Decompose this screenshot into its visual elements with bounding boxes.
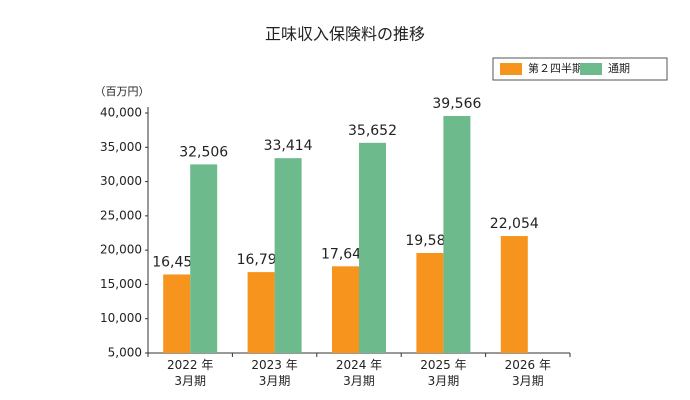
value-label: 19,584 xyxy=(405,233,454,249)
bar xyxy=(163,274,191,353)
x-tick-label: 2022 年 3月期 xyxy=(167,358,213,388)
bar xyxy=(332,266,359,353)
y-tick-label: 10,000 xyxy=(100,311,142,325)
x-tick-label: 2026 年 3月期 xyxy=(505,358,551,388)
x-tick-label: 2024 年 3月期 xyxy=(336,358,382,388)
y-tick-label: 30,000 xyxy=(100,174,142,188)
y-tick-label: 15,000 xyxy=(100,277,142,291)
y-tick-label: 35,000 xyxy=(100,140,142,154)
x-tick-label: 2023 年 3月期 xyxy=(251,358,297,388)
y-axis-label: （百万円） xyxy=(95,85,150,98)
bar xyxy=(416,252,444,353)
y-tick-label: 20,000 xyxy=(100,243,142,257)
bar xyxy=(443,115,471,353)
legend-swatch xyxy=(580,63,602,75)
value-label: 35,652 xyxy=(348,123,397,139)
value-label: 16,454 xyxy=(152,254,201,270)
legend-label: 通期 xyxy=(608,62,630,75)
value-label: 22,054 xyxy=(490,216,539,232)
value-label: 39,566 xyxy=(432,96,481,112)
bar xyxy=(247,272,275,353)
x-tick-label: 2025 年 3月期 xyxy=(420,358,466,388)
value-label: 32,506 xyxy=(179,144,228,160)
bar xyxy=(274,158,302,353)
bar xyxy=(190,164,218,353)
value-label: 17,645 xyxy=(321,246,370,262)
legend-label: 第２四半期 xyxy=(528,61,583,75)
value-label: 16,797 xyxy=(237,252,286,268)
chart-title: 正味収入保険料の推移 xyxy=(265,25,425,44)
y-tick-label: 5,000 xyxy=(108,346,142,360)
y-tick-label: 25,000 xyxy=(100,208,142,222)
legend-swatch xyxy=(500,63,522,75)
bar xyxy=(359,142,386,353)
value-label: 33,414 xyxy=(264,138,313,154)
y-tick-label: 40,000 xyxy=(100,106,142,120)
bar xyxy=(500,236,528,353)
